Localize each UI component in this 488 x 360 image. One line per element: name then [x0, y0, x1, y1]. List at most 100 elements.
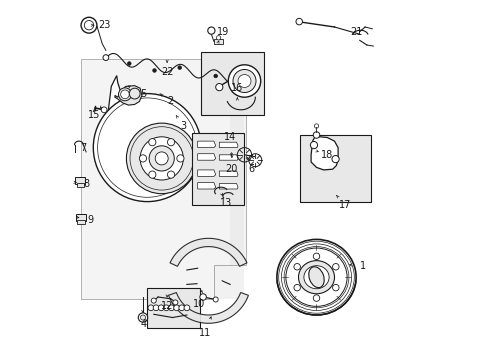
Circle shape [151, 298, 156, 303]
Circle shape [81, 17, 97, 33]
Text: 6: 6 [248, 164, 254, 174]
Polygon shape [310, 137, 337, 170]
Circle shape [103, 55, 108, 60]
Bar [192, 133, 244, 205]
Ellipse shape [276, 239, 355, 315]
Circle shape [140, 137, 183, 180]
Circle shape [167, 139, 174, 146]
Text: 23: 23 [98, 20, 110, 30]
Polygon shape [219, 171, 238, 176]
Bar [75, 177, 85, 184]
Ellipse shape [308, 267, 324, 288]
Circle shape [158, 305, 164, 311]
Text: 4: 4 [141, 319, 146, 329]
Circle shape [238, 75, 250, 87]
Circle shape [127, 62, 131, 65]
Bar [201, 52, 264, 115]
Bar [76, 214, 86, 221]
Circle shape [200, 294, 206, 300]
Circle shape [207, 27, 215, 34]
Circle shape [138, 313, 147, 322]
Circle shape [93, 94, 201, 202]
Circle shape [129, 88, 140, 99]
Circle shape [332, 264, 338, 270]
Text: 9: 9 [87, 215, 93, 225]
Circle shape [293, 264, 300, 270]
Polygon shape [197, 170, 215, 176]
Polygon shape [81, 61, 244, 299]
Circle shape [213, 74, 217, 78]
Circle shape [148, 305, 153, 311]
Circle shape [213, 297, 218, 302]
Bar [213, 39, 223, 44]
Text: 2: 2 [167, 96, 173, 106]
Circle shape [153, 305, 159, 311]
Text: 21: 21 [349, 27, 362, 37]
Text: 1: 1 [360, 261, 366, 271]
Polygon shape [170, 238, 246, 266]
Circle shape [173, 305, 179, 311]
Polygon shape [219, 184, 238, 189]
Circle shape [140, 315, 145, 320]
Polygon shape [219, 142, 238, 148]
Circle shape [168, 305, 174, 311]
Circle shape [313, 295, 319, 301]
Text: 16: 16 [231, 83, 243, 93]
Circle shape [118, 88, 131, 101]
Circle shape [228, 65, 260, 97]
Circle shape [232, 69, 256, 93]
Polygon shape [168, 292, 248, 323]
Bar [77, 220, 84, 224]
Polygon shape [219, 155, 238, 160]
Circle shape [310, 141, 317, 149]
Text: 3: 3 [180, 121, 186, 131]
Polygon shape [197, 141, 215, 148]
Circle shape [183, 305, 189, 311]
Text: 19: 19 [216, 27, 228, 37]
Circle shape [152, 69, 156, 72]
Circle shape [295, 18, 302, 25]
Circle shape [215, 84, 223, 91]
Bar [147, 288, 199, 328]
Text: 7: 7 [80, 143, 86, 153]
Text: 22: 22 [161, 67, 173, 77]
Circle shape [172, 300, 178, 305]
Circle shape [313, 132, 319, 138]
Text: 18: 18 [321, 150, 333, 160]
Ellipse shape [303, 266, 328, 289]
Circle shape [155, 152, 168, 165]
Text: 15: 15 [88, 110, 100, 120]
Text: 5: 5 [140, 89, 146, 99]
Polygon shape [115, 86, 142, 105]
Circle shape [121, 90, 129, 99]
Text: 12: 12 [161, 301, 173, 311]
Circle shape [148, 171, 156, 178]
Circle shape [313, 253, 319, 260]
Ellipse shape [298, 261, 334, 294]
Polygon shape [81, 59, 246, 299]
Circle shape [331, 156, 339, 163]
Circle shape [179, 305, 184, 311]
Polygon shape [197, 183, 215, 189]
Bar [300, 135, 370, 202]
Circle shape [163, 305, 169, 311]
Polygon shape [197, 154, 215, 160]
Text: 17: 17 [338, 200, 351, 210]
Text: 10: 10 [193, 299, 205, 309]
Circle shape [178, 66, 181, 69]
Circle shape [139, 155, 146, 162]
Circle shape [167, 171, 174, 178]
Text: 20: 20 [225, 164, 238, 174]
Text: 8: 8 [83, 179, 90, 189]
Circle shape [149, 146, 174, 171]
Circle shape [293, 284, 300, 291]
Circle shape [126, 123, 197, 194]
Circle shape [101, 107, 107, 113]
Circle shape [332, 284, 338, 291]
Polygon shape [107, 76, 197, 171]
Circle shape [177, 155, 183, 162]
Text: 13: 13 [220, 198, 232, 208]
Circle shape [216, 36, 220, 40]
Text: 14: 14 [224, 132, 236, 142]
Text: 11: 11 [198, 328, 211, 338]
